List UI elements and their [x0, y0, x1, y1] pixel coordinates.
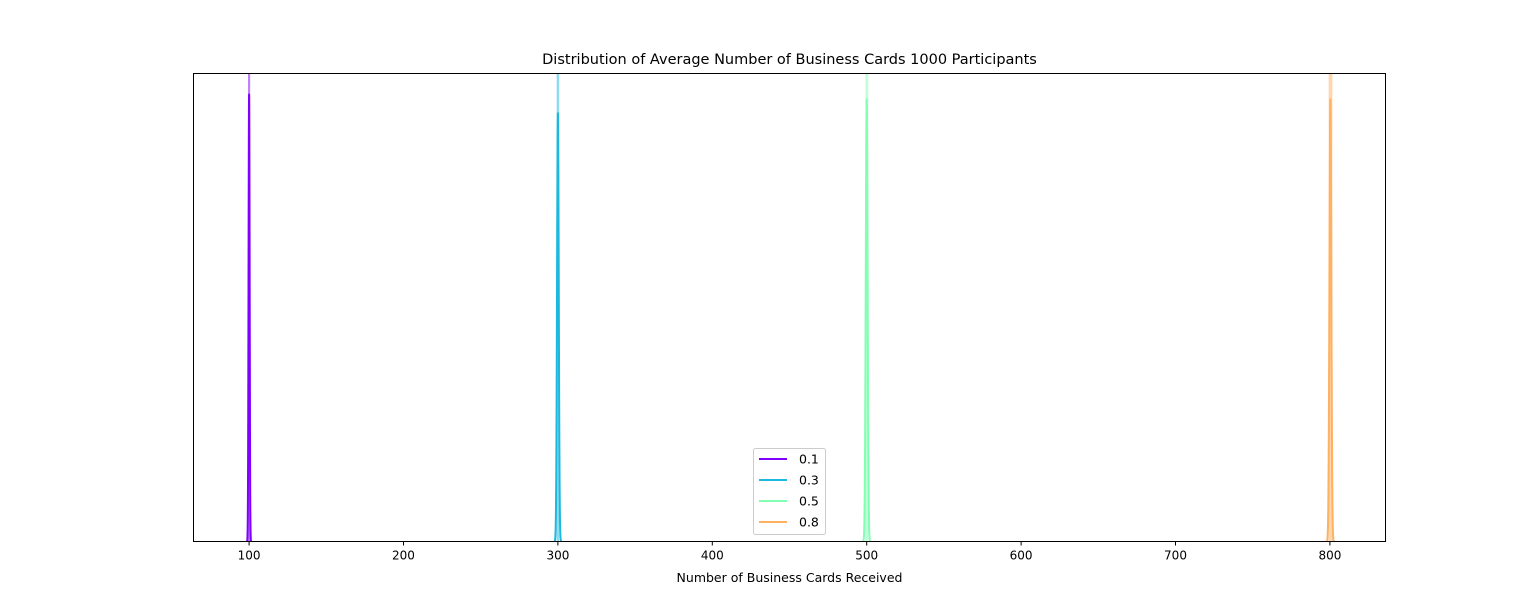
series-0.3-line	[553, 112, 563, 542]
x-tick-label-300: 300	[546, 549, 569, 563]
series-0.5	[862, 73, 872, 542]
plot-frame	[193, 73, 1386, 542]
series-0.1	[246, 73, 253, 542]
x-tick-label-700: 700	[1164, 549, 1187, 563]
legend-label-0.3: 0.3	[799, 473, 819, 488]
x-tick-label-400: 400	[701, 549, 724, 563]
legend-box	[753, 448, 826, 535]
series-0.3	[553, 73, 563, 542]
series-0.8	[1325, 73, 1335, 542]
legend-label-0.5: 0.5	[799, 494, 819, 509]
series-0.1-line	[246, 93, 253, 542]
x-tick-label-200: 200	[392, 549, 415, 563]
legend: 0.1 0.3 0.5 0.8	[753, 448, 826, 535]
x-tick-label-500: 500	[855, 549, 878, 563]
legend-items: 0.1 0.3 0.5 0.8	[759, 452, 819, 530]
x-axis: 100 200 300 400 500 600 700 800	[238, 541, 1341, 563]
legend-label-0.1: 0.1	[799, 452, 819, 467]
legend-label-0.8: 0.8	[799, 515, 819, 530]
chart-title: Distribution of Average Number of Busine…	[542, 52, 1037, 68]
x-axis-label: Number of Business Cards Received	[677, 570, 903, 585]
x-tick-label-800: 800	[1318, 549, 1341, 563]
x-tick-label-600: 600	[1010, 549, 1033, 563]
x-tick-label-100: 100	[238, 549, 261, 563]
series-0.5-line	[862, 98, 872, 542]
series-layer	[246, 73, 1335, 542]
series-0.8-line	[1325, 98, 1335, 542]
